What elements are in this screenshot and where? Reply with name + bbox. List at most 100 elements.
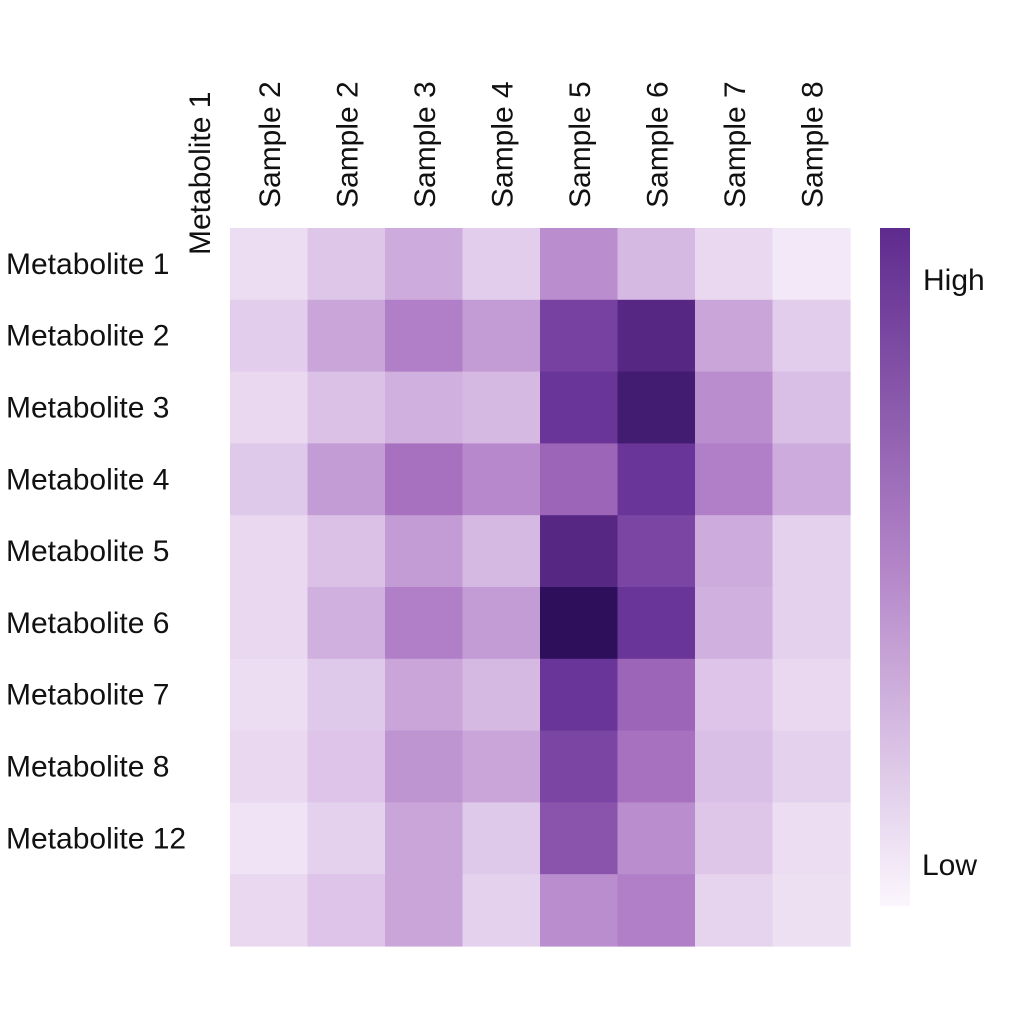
- heatmap-cell: [695, 515, 774, 588]
- heatmap-cell: [307, 443, 386, 516]
- heatmap-cell: [617, 515, 696, 588]
- heatmap-cell: [307, 515, 386, 588]
- heatmap-cell: [462, 371, 541, 444]
- heatmap-cell: [695, 802, 774, 875]
- heatmap-cell: [462, 874, 541, 947]
- heatmap-cell: [230, 802, 309, 875]
- heatmap-cell: [462, 587, 541, 660]
- heatmap-cell: [462, 802, 541, 875]
- heatmap-cell: [617, 874, 696, 947]
- row-label: Metabolite 3: [6, 392, 169, 425]
- heatmap-cell: [617, 587, 696, 660]
- heatmap-cell: [617, 299, 696, 373]
- heatmap-cell: [695, 658, 774, 732]
- heatmap-cell: [695, 371, 774, 444]
- heatmap-cell: [617, 228, 696, 301]
- heatmap-cell: [230, 587, 309, 660]
- heatmap-cell: [772, 874, 851, 947]
- heatmap-cell: [772, 299, 851, 373]
- heatmap-cells: [230, 228, 851, 947]
- heatmap-cell: [385, 371, 464, 444]
- heatmap-cell: [462, 443, 541, 516]
- heatmap-cell: [385, 802, 464, 875]
- corner-label: Metabolite 1: [184, 92, 217, 255]
- heatmap-cell: [307, 874, 386, 947]
- row-label: Metabolite 1: [6, 248, 169, 281]
- heatmap-cell: [617, 658, 696, 732]
- heatmap-cell: [230, 658, 309, 732]
- colorbar-high-label: High: [923, 264, 985, 297]
- heatmap-cell: [695, 587, 774, 660]
- heatmap-cell: [307, 587, 386, 660]
- heatmap-cell: [385, 587, 464, 660]
- row-label: Metabolite 4: [6, 463, 169, 496]
- heatmap-cell: [385, 730, 464, 803]
- column-label: Sample 4: [486, 81, 519, 208]
- row-label: Metabolite 6: [6, 607, 169, 640]
- heatmap-cell: [540, 587, 619, 660]
- heatmap-cell: [307, 730, 386, 803]
- heatmap-cell: [772, 802, 851, 875]
- heatmap-cell: [307, 299, 386, 373]
- heatmap-cell: [695, 299, 774, 373]
- heatmap-cell: [385, 874, 464, 947]
- heatmap-cell: [385, 228, 464, 301]
- colorbar: High Low: [880, 228, 985, 906]
- heatmap-cell: [307, 658, 386, 732]
- heatmap-cell: [307, 802, 386, 875]
- heatmap-cell: [385, 658, 464, 732]
- heatmap-cell: [540, 371, 619, 444]
- heatmap-cell: [540, 228, 619, 301]
- heatmap-cell: [540, 874, 619, 947]
- heatmap-cell: [772, 587, 851, 660]
- column-label: Sample 3: [409, 81, 442, 208]
- row-label: Metabolite 12: [6, 822, 186, 855]
- column-label: Sample 7: [719, 81, 752, 208]
- heatmap-cell: [462, 658, 541, 732]
- column-label: Sample 5: [564, 81, 597, 208]
- heatmap-cell: [230, 730, 309, 803]
- heatmap-cell: [462, 730, 541, 803]
- heatmap-cell: [385, 443, 464, 516]
- heatmap-cell: [540, 443, 619, 516]
- colorbar-gradient: [880, 228, 910, 906]
- heatmap-cell: [462, 228, 541, 301]
- heatmap-cell: [772, 228, 851, 301]
- heatmap-cell: [695, 443, 774, 516]
- row-label: Metabolite 5: [6, 535, 169, 568]
- heatmap-cell: [772, 515, 851, 588]
- heatmap-cell: [385, 299, 464, 373]
- heatmap-cell: [230, 443, 309, 516]
- row-label: Metabolite 2: [6, 320, 169, 353]
- heatmap-cell: [617, 371, 696, 444]
- column-labels: Sample 2 Sample 2 Sample 3 Sample 4 Sample 5…: [254, 81, 830, 208]
- heatmap-cell: [462, 299, 541, 373]
- heatmap-cell: [540, 658, 619, 732]
- heatmap-cell: [772, 658, 851, 732]
- row-labels: Metabolite 1 Metabolite 2 Metabolite 3 Meta…: [6, 248, 186, 855]
- column-label: Sample 2: [331, 81, 364, 208]
- heatmap-cell: [695, 730, 774, 803]
- row-label: Metabolite 8: [6, 751, 169, 784]
- heatmap-cell: [307, 371, 386, 444]
- heatmap-cell: [230, 299, 309, 373]
- colorbar-low-label: Low: [922, 849, 977, 882]
- heatmap-cell: [617, 802, 696, 875]
- heatmap-cell: [230, 228, 309, 301]
- heatmap-cell: [540, 299, 619, 373]
- heatmap-cell: [695, 228, 774, 301]
- heatmap-cell: [617, 443, 696, 516]
- heatmap-cell: [230, 874, 309, 947]
- heatmap-cell: [540, 802, 619, 875]
- heatmap-cell: [772, 371, 851, 444]
- heatmap-cell: [230, 515, 309, 588]
- column-label: Sample 2: [254, 81, 287, 208]
- heatmap-cell: [385, 515, 464, 588]
- heatmap-cell: [695, 874, 774, 947]
- column-label: Sample 6: [641, 81, 674, 208]
- column-label: Sample 8: [796, 81, 829, 208]
- heatmap-cell: [772, 730, 851, 803]
- heatmap-cell: [540, 515, 619, 588]
- heatmap-cell: [540, 730, 619, 803]
